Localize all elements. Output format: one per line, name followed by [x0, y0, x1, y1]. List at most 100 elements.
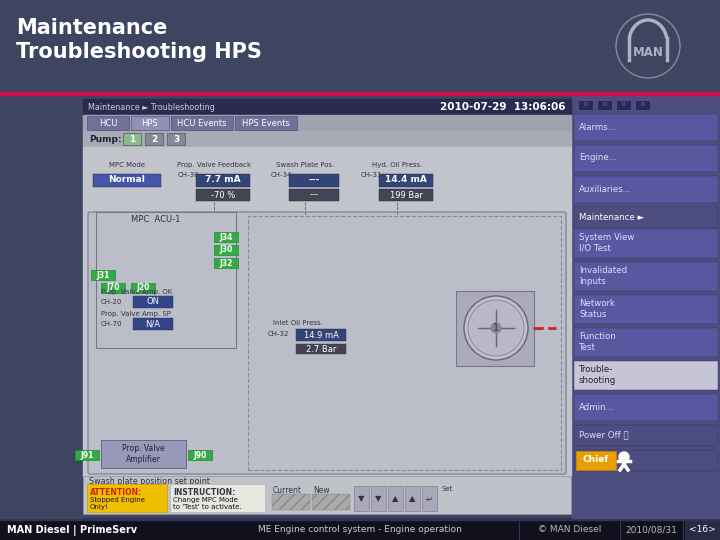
Bar [87, 484, 167, 512]
Bar [83, 131, 571, 147]
Bar [576, 451, 616, 470]
Bar [88, 212, 566, 474]
Text: ATTENTION:: ATTENTION: [90, 488, 143, 497]
Text: 2010/08/31: 2010/08/31 [625, 525, 677, 535]
Text: CH-32: CH-32 [268, 331, 289, 337]
Text: Maintenance: Maintenance [16, 18, 167, 38]
Bar [574, 361, 718, 390]
Bar [272, 494, 310, 510]
Text: Hyd. Oil Press.: Hyd. Oil Press. [372, 162, 422, 168]
Text: MPC Mode: MPC Mode [109, 162, 145, 168]
Bar [0, 95, 82, 518]
Bar [574, 229, 718, 258]
Bar [145, 133, 163, 145]
Text: HCU: HCU [99, 118, 117, 127]
Bar [101, 440, 186, 468]
Text: 1: 1 [493, 323, 499, 333]
Bar [131, 283, 155, 293]
Bar [196, 174, 250, 187]
Text: -70 %: -70 % [211, 191, 235, 199]
Bar [597, 100, 612, 110]
Bar [574, 425, 718, 446]
Text: 0: 0 [641, 103, 644, 107]
Bar [312, 494, 350, 510]
Bar [616, 100, 631, 110]
Text: Pump:: Pump: [89, 134, 122, 144]
Text: Engine...: Engine... [579, 153, 616, 163]
Text: J34: J34 [220, 233, 233, 241]
Text: Auxiliaries...: Auxiliaries... [579, 185, 631, 193]
Bar [574, 262, 718, 291]
Text: 14.9 mA: 14.9 mA [304, 330, 338, 340]
Bar [196, 189, 250, 201]
Bar [87, 116, 129, 130]
Text: 0: 0 [584, 103, 588, 107]
Text: Set: Set [441, 486, 452, 492]
Bar [188, 450, 212, 460]
Bar [574, 328, 718, 357]
Text: MAN: MAN [633, 46, 663, 59]
Text: Prop. Valve Amp. OK: Prop. Valve Amp. OK [101, 289, 172, 295]
Circle shape [491, 323, 501, 333]
Text: ▲: ▲ [392, 495, 399, 503]
Bar [133, 318, 173, 330]
Bar [170, 484, 265, 512]
Text: J90: J90 [193, 450, 207, 460]
Text: Swash plate position set point: Swash plate position set point [89, 477, 210, 487]
Bar [91, 270, 115, 280]
Bar [296, 329, 346, 341]
Bar [422, 486, 437, 511]
Bar [83, 147, 571, 476]
Circle shape [618, 16, 678, 76]
Bar [574, 394, 718, 421]
Bar [572, 95, 720, 518]
Bar [235, 116, 297, 130]
Text: MPC  ACU-1: MPC ACU-1 [131, 215, 181, 225]
Circle shape [468, 300, 524, 356]
Bar [685, 521, 719, 539]
Bar [388, 486, 403, 511]
Bar [379, 174, 433, 187]
Text: J20: J20 [136, 284, 150, 293]
Text: J70: J70 [107, 284, 120, 293]
Text: 199 Bar: 199 Bar [390, 191, 423, 199]
Text: Invalidated
Inputs: Invalidated Inputs [579, 266, 627, 286]
Bar [456, 291, 534, 366]
Bar [75, 450, 99, 460]
Bar [214, 232, 238, 242]
Text: HPS Events: HPS Events [242, 118, 290, 127]
Text: CH-30: CH-30 [178, 172, 199, 178]
Bar [83, 99, 571, 115]
Bar [0, 0, 720, 92]
Text: Power Off ⓘ: Power Off ⓘ [579, 430, 629, 440]
Text: 0: 0 [603, 103, 606, 107]
Text: Normal: Normal [109, 176, 145, 185]
Text: Stopped Engine
Only!: Stopped Engine Only! [90, 497, 145, 510]
Bar [133, 296, 173, 308]
Circle shape [619, 452, 629, 462]
Text: 2010-07-29  13:06:06: 2010-07-29 13:06:06 [441, 102, 566, 112]
Text: CH-31: CH-31 [361, 172, 382, 178]
Text: J91: J91 [81, 450, 94, 460]
Bar [0, 518, 720, 520]
Bar [574, 114, 718, 141]
Bar [635, 100, 650, 110]
Text: ▲: ▲ [409, 495, 415, 503]
Text: <16>: <16> [688, 525, 716, 535]
Text: © MAN Diesel: © MAN Diesel [539, 525, 602, 535]
Text: Function
Test: Function Test [579, 332, 616, 352]
Bar [123, 133, 141, 145]
Bar [214, 258, 238, 268]
Text: 7.7 mA: 7.7 mA [205, 176, 240, 185]
Text: Troubleshooting HPS: Troubleshooting HPS [16, 42, 262, 62]
Text: Access: Access [579, 456, 608, 464]
Text: Alarms...: Alarms... [579, 123, 616, 132]
Bar [131, 116, 169, 130]
Text: INSTRUCTION:: INSTRUCTION: [173, 488, 235, 497]
Text: Trouble-
shooting: Trouble- shooting [579, 365, 616, 384]
Text: Prop. Valve
Amplifier: Prop. Valve Amplifier [122, 444, 165, 464]
Text: J30: J30 [220, 246, 233, 254]
Text: CH-70: CH-70 [101, 321, 122, 327]
Bar [83, 99, 571, 514]
Text: 2: 2 [151, 134, 157, 144]
